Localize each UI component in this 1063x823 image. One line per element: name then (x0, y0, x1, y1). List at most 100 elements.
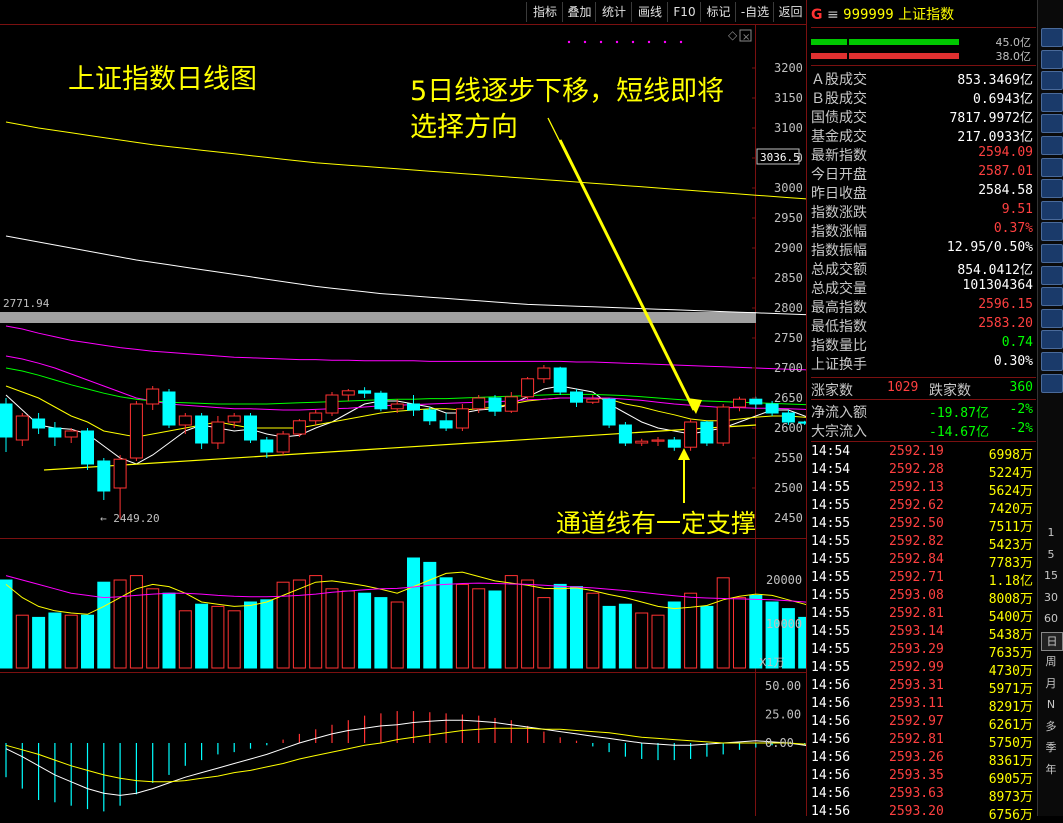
f12-icon[interactable] (1041, 200, 1063, 220)
period-button[interactable]: 30 (1044, 590, 1058, 604)
tick-row: 14:56 2593.20 6756万 (811, 804, 1033, 823)
tick-volume: 5438万 (988, 628, 1033, 643)
volume-bar (439, 577, 453, 669)
macd-tick-label: 0.00 (765, 736, 794, 750)
tick-volume: 5971万 (988, 682, 1033, 697)
tick-time: 14:55 (811, 606, 851, 621)
stat-label: Ｂ股成交 (811, 91, 867, 107)
f5-icon[interactable] (1041, 352, 1063, 371)
candle-body (407, 403, 420, 411)
volume-bar (358, 592, 372, 669)
volume-bar (586, 592, 600, 669)
stat-value: 0.30% (993, 354, 1033, 369)
ma-line (5, 367, 806, 406)
candle-body (651, 439, 665, 442)
doc-icon[interactable] (1041, 222, 1063, 242)
chart-icon[interactable] (1041, 114, 1063, 134)
diamond-icon: ◇ (728, 28, 738, 42)
candle-body (227, 415, 241, 423)
period-button[interactable]: 60 (1044, 612, 1058, 625)
candle-body (423, 409, 437, 422)
candle-body (602, 398, 616, 426)
indicator-button[interactable]: 指标 (526, 2, 563, 22)
stat-label: 最高指数 (811, 300, 867, 316)
candle-body (635, 440, 649, 444)
tick-price: 2592.28 (889, 462, 944, 477)
candle-body (358, 390, 372, 394)
stack-icon[interactable] (1041, 244, 1063, 263)
stat-value: 7817.9972亿 (949, 111, 1033, 126)
kline-chart-area[interactable]: ◇ × 320031503100305030002950290028502800… (0, 25, 806, 816)
price-tick-label: 3000 (774, 181, 803, 195)
period-button[interactable]: 年 (1045, 762, 1057, 776)
overlay-button[interactable]: 叠加 (562, 2, 596, 22)
period-button[interactable]: 日 (1041, 631, 1063, 651)
stat-label: 指数振幅 (811, 243, 867, 259)
candle-body (781, 412, 795, 423)
menu-icon[interactable]: ≡ (826, 7, 839, 23)
volume-bar (407, 557, 420, 669)
tick-time: 14:56 (811, 732, 851, 747)
divider (811, 399, 1036, 400)
candle-body (618, 424, 632, 444)
tick-price: 2592.81 (889, 732, 944, 747)
candle-body (504, 396, 518, 412)
candle-body (700, 421, 714, 444)
tick-volume: 8361万 (988, 754, 1033, 769)
watchlist-button[interactable]: -自选 (735, 2, 774, 22)
candle-body (162, 391, 176, 426)
period-button[interactable]: 季 (1045, 741, 1057, 754)
price-tick-label: 3150 (774, 91, 803, 105)
money-icon[interactable] (1041, 287, 1063, 307)
move-icon[interactable] (1041, 308, 1063, 328)
stat-row: 指数涨幅 0.37% (811, 221, 1033, 240)
volume-bar (309, 575, 323, 669)
volume-moving-averages (5, 571, 806, 615)
chart-title: 上证指数日线图 (68, 64, 257, 95)
period-button[interactable]: 15 (1044, 569, 1058, 582)
stat-label: 总成交量 (811, 281, 867, 297)
candle-body (374, 392, 388, 410)
period-button[interactable]: 月 (1045, 676, 1057, 690)
f10-button[interactable]: F10 (667, 2, 701, 22)
stat-value: 854.0412亿 (957, 263, 1033, 278)
stat-value: 2596.15 (978, 297, 1033, 312)
share-icon[interactable] (1041, 373, 1063, 393)
calc-icon[interactable] (1041, 179, 1063, 199)
period-button[interactable]: 周 (1045, 655, 1057, 668)
period-button[interactable]: 多 (1045, 719, 1057, 733)
flow-label: 净流入额 (811, 405, 867, 421)
period-button[interactable]: N (1046, 698, 1056, 711)
stat-row: 总成交额 854.0412亿 (811, 259, 1033, 278)
f10-icon[interactable] (1041, 157, 1063, 177)
tick-volume: 7511万 (988, 520, 1033, 535)
window-icon[interactable] (1041, 28, 1063, 47)
volume-bar (733, 597, 746, 669)
tick-time: 14:55 (811, 642, 851, 657)
list-icon[interactable] (1041, 71, 1063, 91)
candle-body (325, 394, 339, 414)
stats-button[interactable]: 统计 (595, 2, 632, 22)
period-button[interactable]: 1 (1047, 526, 1055, 539)
tick-price: 2592.81 (889, 606, 944, 621)
price-tick-label: 2600 (774, 421, 803, 435)
period-button[interactable]: 5 (1047, 547, 1055, 561)
volume-bar (635, 612, 649, 669)
grid-icon[interactable] (1041, 49, 1063, 69)
dot (647, 40, 651, 44)
layout-icon[interactable] (1041, 136, 1063, 155)
stat-row: 指数量比 0.74 (811, 335, 1033, 354)
back-button[interactable]: 返回 (773, 2, 807, 22)
tick-volume: 8973万 (988, 790, 1033, 805)
table-icon[interactable] (1041, 92, 1063, 112)
tick-row: 14:55 2592.84 7783万 (811, 552, 1033, 571)
stat-row: 昨日收盘 2584.58 (811, 183, 1033, 202)
stat-value: 2587.01 (978, 164, 1033, 179)
draw-line-button[interactable]: 画线 (631, 2, 668, 22)
volume-bar (97, 581, 111, 669)
rsi-icon[interactable] (1041, 265, 1063, 285)
mark-button[interactable]: 标记 (700, 2, 736, 22)
volume-bar (423, 561, 437, 669)
flow-value: -14.67亿 (929, 425, 989, 440)
pen-icon[interactable] (1041, 330, 1063, 350)
